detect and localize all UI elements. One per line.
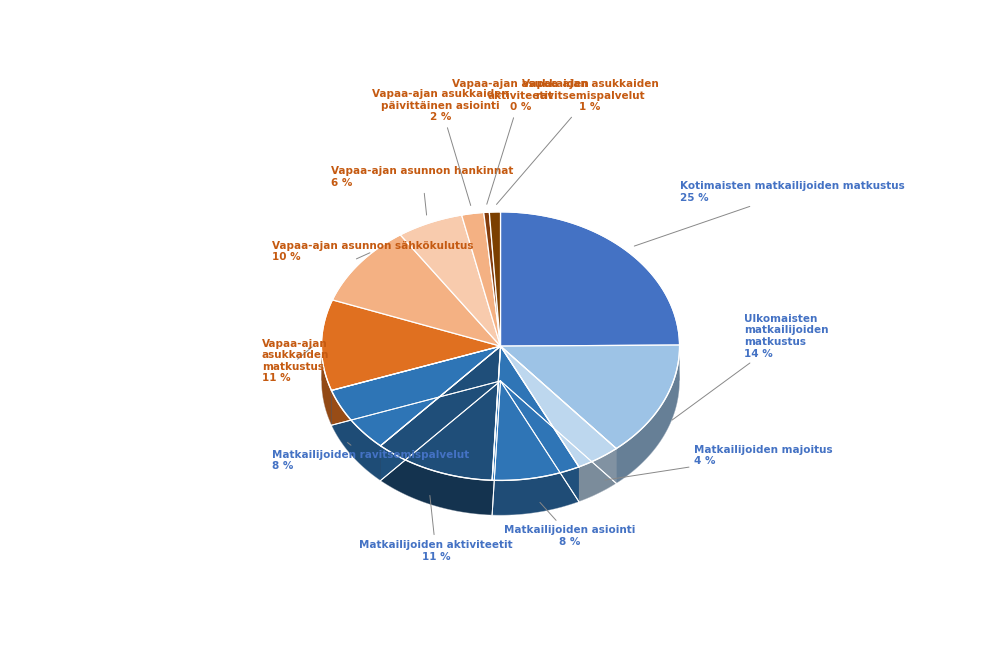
Polygon shape bbox=[333, 235, 501, 346]
Polygon shape bbox=[332, 390, 380, 481]
Text: Vapaa-ajan asunnon hankinnat
6 %: Vapaa-ajan asunnon hankinnat 6 % bbox=[332, 166, 514, 215]
Polygon shape bbox=[380, 346, 501, 481]
Polygon shape bbox=[501, 346, 579, 502]
Polygon shape bbox=[492, 346, 501, 515]
Polygon shape bbox=[501, 212, 679, 346]
Polygon shape bbox=[461, 213, 501, 346]
Text: Vapaa-ajan asunnon sähkökulutus
10 %: Vapaa-ajan asunnon sähkökulutus 10 % bbox=[272, 241, 473, 262]
Ellipse shape bbox=[322, 247, 679, 516]
Text: Vapaa-ajan asukkaiden
aktiviteetit
0 %: Vapaa-ajan asukkaiden aktiviteetit 0 % bbox=[452, 79, 589, 204]
Polygon shape bbox=[322, 346, 332, 425]
Polygon shape bbox=[484, 212, 501, 346]
Polygon shape bbox=[380, 346, 501, 481]
Polygon shape bbox=[579, 448, 617, 502]
Polygon shape bbox=[492, 346, 579, 481]
Text: Matkailijoiden majoitus
4 %: Matkailijoiden majoitus 4 % bbox=[605, 444, 833, 480]
Polygon shape bbox=[332, 346, 501, 425]
Polygon shape bbox=[400, 215, 501, 346]
Text: Matkailijoiden ravitsemispalvelut
8 %: Matkailijoiden ravitsemispalvelut 8 % bbox=[272, 443, 469, 472]
Text: Kotimaisten matkailijoiden matkustus
25 %: Kotimaisten matkailijoiden matkustus 25 … bbox=[634, 181, 904, 246]
Polygon shape bbox=[501, 346, 579, 502]
Text: Vapaa-ajan asukkaiden
päivittäinen asiointi
2 %: Vapaa-ajan asukkaiden päivittäinen asioi… bbox=[373, 89, 509, 205]
Polygon shape bbox=[492, 467, 579, 516]
Polygon shape bbox=[617, 346, 679, 483]
Polygon shape bbox=[380, 446, 492, 515]
Polygon shape bbox=[322, 300, 501, 390]
Polygon shape bbox=[501, 346, 617, 483]
Polygon shape bbox=[332, 346, 501, 446]
Polygon shape bbox=[501, 346, 617, 467]
Text: Matkailijoiden aktiviteetit
11 %: Matkailijoiden aktiviteetit 11 % bbox=[359, 495, 513, 562]
Text: Ulkomaisten
matkailijoiden
matkustus
14 %: Ulkomaisten matkailijoiden matkustus 14 … bbox=[672, 314, 829, 420]
Text: Matkailijoiden asiointi
8 %: Matkailijoiden asiointi 8 % bbox=[504, 503, 635, 547]
Text: Vapaa-ajan asukkaiden
ravitsemispalvelut
1 %: Vapaa-ajan asukkaiden ravitsemispalvelut… bbox=[496, 79, 658, 204]
Polygon shape bbox=[492, 346, 501, 515]
Polygon shape bbox=[501, 345, 679, 448]
Polygon shape bbox=[489, 212, 501, 346]
Polygon shape bbox=[380, 346, 501, 480]
Polygon shape bbox=[501, 346, 617, 483]
Polygon shape bbox=[332, 346, 501, 425]
Text: Vapaa-ajan
asukkaiden
matkustus
11 %: Vapaa-ajan asukkaiden matkustus 11 % bbox=[262, 339, 329, 384]
